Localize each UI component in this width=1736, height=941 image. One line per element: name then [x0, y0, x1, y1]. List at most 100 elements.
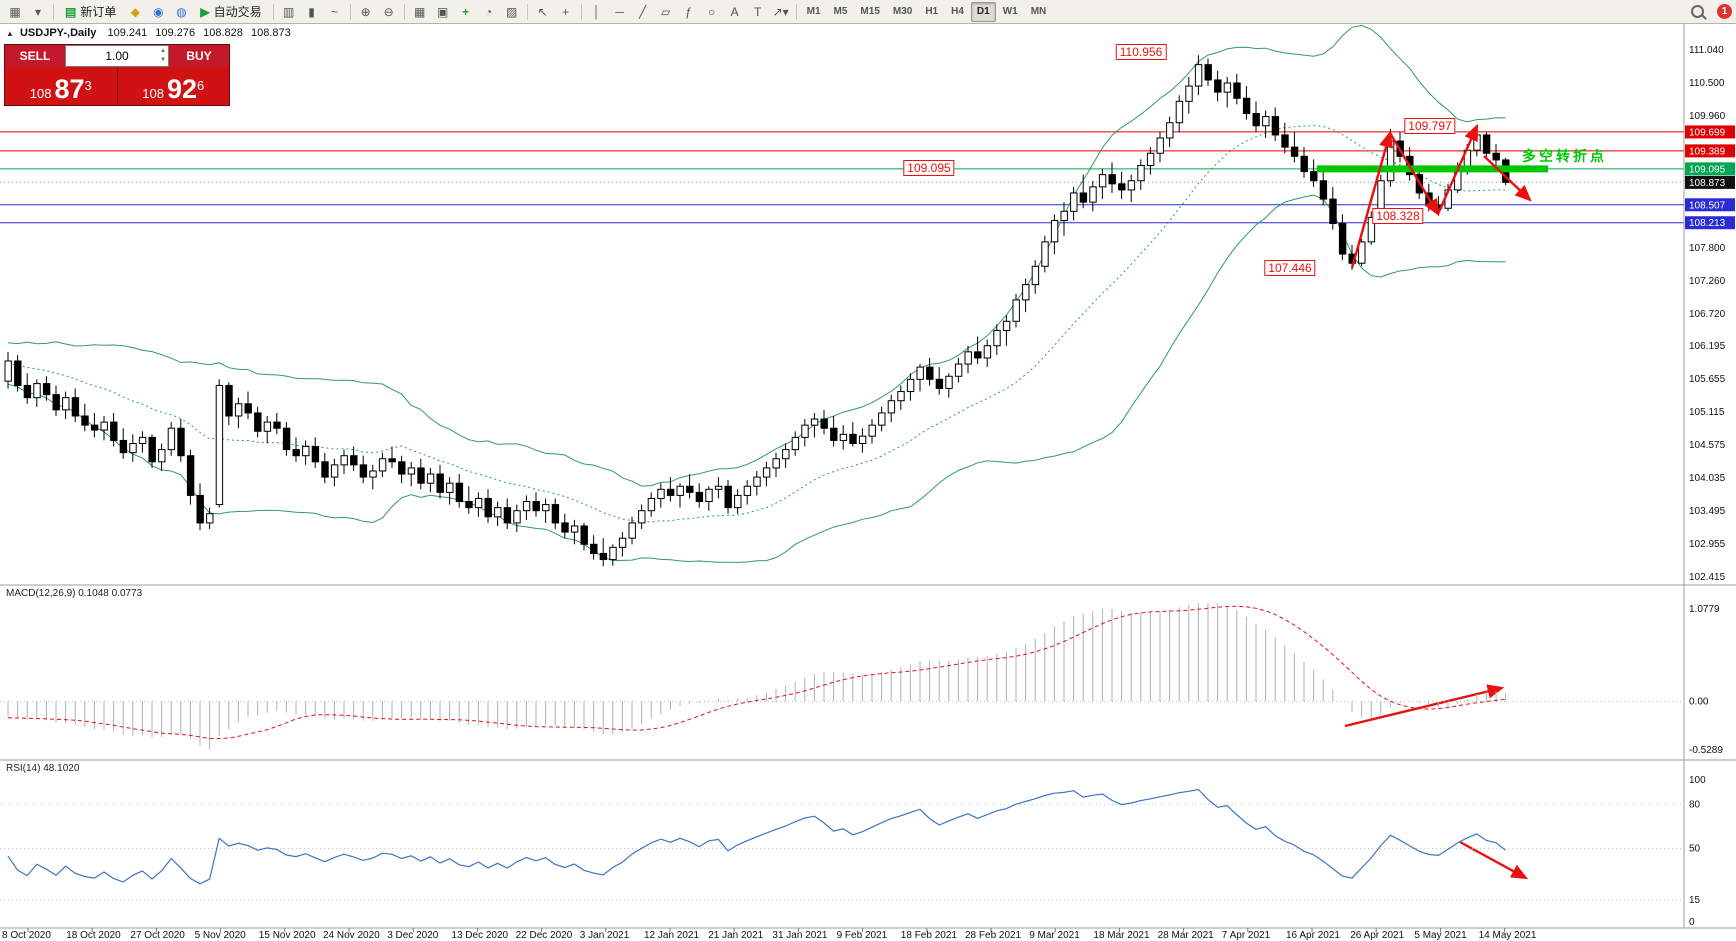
candle-body: [906, 378, 915, 393]
candle-body: [1175, 100, 1184, 124]
buy-button[interactable]: BUY: [169, 45, 229, 67]
trend-zigzag-arrow[interactable]: [1388, 132, 1440, 217]
x-axis-date: 15 Nov 2020: [259, 930, 316, 941]
candle-body: [206, 513, 214, 524]
community-button[interactable]: ◍: [170, 1, 192, 23]
price-callout[interactable]: 108.328: [1372, 208, 1424, 224]
new-chart-button[interactable]: ▦: [4, 1, 26, 23]
candle-body: [1338, 223, 1347, 255]
timeframe-w1[interactable]: W1: [1002, 6, 1018, 17]
price-axis-tag: [1685, 175, 1735, 189]
text-tool[interactable]: A: [724, 1, 746, 23]
candle-body: [465, 501, 473, 509]
timeframe-m5[interactable]: M5: [833, 6, 848, 17]
sell-button[interactable]: SELL: [5, 45, 65, 67]
candle-body: [1358, 241, 1366, 264]
turning-point-note[interactable]: 多空转折点: [1522, 148, 1607, 164]
rsi-indicator-label: RSI(14) 48.1020: [6, 763, 80, 774]
timeframe-m30[interactable]: M30: [892, 6, 913, 17]
candle-body: [110, 421, 118, 441]
profiles-button[interactable]: ▾: [27, 1, 49, 23]
bid-price[interactable]: 108 87 3: [5, 67, 118, 105]
y-axis-tick: 104.575: [1689, 440, 1726, 451]
text-icon: A: [730, 4, 739, 19]
annotation-arrow[interactable]: [1344, 684, 1505, 728]
candle-body: [1386, 140, 1395, 182]
zoom-in-button[interactable]: ⊕: [355, 1, 377, 23]
trendline-tool[interactable]: ╱: [632, 1, 654, 23]
volume-input[interactable]: [85, 48, 149, 64]
timeframe-h4[interactable]: H4: [951, 6, 964, 17]
arrows-tool[interactable]: ↗ ▾: [770, 1, 792, 23]
notification-badge[interactable]: 1: [1717, 4, 1732, 19]
y-axis-tick: 103.495: [1689, 506, 1726, 517]
candle-body: [561, 522, 569, 533]
indicators-button[interactable]: +: [455, 1, 477, 23]
horizontal-line-tool[interactable]: ─: [609, 1, 631, 23]
price-callout[interactable]: 107.446: [1264, 260, 1316, 276]
x-axis-date: 14 May 2021: [1479, 930, 1537, 941]
candle-body: [609, 546, 617, 561]
toolbar-separator: [272, 3, 274, 20]
alert-button[interactable]: ◆: [124, 1, 146, 23]
ask-price[interactable]: 108 92 6: [118, 67, 230, 105]
y-axis-tick: 107.260: [1689, 276, 1726, 287]
timeframe-mn[interactable]: MN: [1030, 6, 1047, 17]
x-axis-date: 28 Mar 2021: [1158, 930, 1215, 941]
cascade-windows-button[interactable]: ▣: [432, 1, 454, 23]
search-button[interactable]: [1688, 1, 1710, 23]
price-callout[interactable]: 109.797: [1404, 118, 1456, 134]
timeframe-d1[interactable]: D1: [970, 1, 996, 22]
bar-chart-button[interactable]: ▥: [278, 1, 300, 23]
templates-button[interactable]: ▨: [501, 1, 523, 23]
line-chart-button[interactable]: ~: [324, 1, 346, 23]
vertical-line-tool[interactable]: │: [586, 1, 608, 23]
candle-body: [916, 366, 924, 380]
candle-body: [714, 485, 723, 490]
collapse-panel-icon[interactable]: ▲: [6, 29, 14, 38]
ask-pip: 6: [197, 78, 205, 93]
trend-zigzag-arrow[interactable]: [1436, 123, 1479, 215]
candle-body: [830, 427, 838, 441]
trend-zigzag-arrow[interactable]: [1350, 130, 1394, 269]
candle-body: [1098, 174, 1107, 188]
price-callout[interactable]: 110.956: [1115, 44, 1167, 60]
volume-stepper[interactable]: ▲ ▼: [160, 47, 166, 65]
bid-prefix: 108: [29, 86, 52, 101]
candle-body: [897, 391, 905, 402]
price-callout[interactable]: 109.095: [903, 160, 955, 176]
candle-chart-button[interactable]: ▮: [301, 1, 323, 23]
crosshair-button[interactable]: +: [555, 1, 577, 23]
alert-icon: ◆: [130, 4, 140, 19]
channel-tool[interactable]: ▱: [655, 1, 677, 23]
candle-body: [244, 403, 252, 414]
timeframe-m15[interactable]: M15: [860, 6, 880, 17]
fibonacci-tool[interactable]: ƒ: [678, 1, 700, 23]
candle-body: [618, 537, 627, 548]
timeframe-h1[interactable]: H1: [925, 6, 939, 17]
auto-trading-button[interactable]: ▶ 自动交易: [193, 1, 268, 23]
timeframe-m1[interactable]: M1: [806, 6, 821, 17]
candle-body: [522, 501, 531, 512]
label-tool[interactable]: T: [747, 1, 769, 23]
toolbar-separator: [580, 3, 582, 20]
periods-button[interactable]: ◔: [478, 1, 500, 23]
new-order-button[interactable]: ▤ 新订单: [58, 1, 123, 23]
toolbar-separator: [526, 3, 528, 20]
new-chart-icon: ▦: [9, 4, 21, 19]
shapes-tool[interactable]: ○: [701, 1, 723, 23]
annotation-arrow[interactable]: [1483, 155, 1532, 202]
zoom-out-button[interactable]: ⊖: [378, 1, 400, 23]
cursor-button[interactable]: ↖: [532, 1, 554, 23]
candle-body: [926, 366, 934, 380]
new-order-label: 新订单: [80, 5, 117, 19]
news-button[interactable]: ◉: [147, 1, 169, 23]
candle-body: [801, 424, 809, 438]
y-axis-tick: 102.955: [1689, 539, 1726, 550]
tile-windows-button[interactable]: ▦: [409, 1, 431, 23]
annotation-arrow[interactable]: [1459, 840, 1529, 880]
y-axis-tick: 105.655: [1689, 374, 1726, 385]
candle-body: [964, 351, 972, 365]
